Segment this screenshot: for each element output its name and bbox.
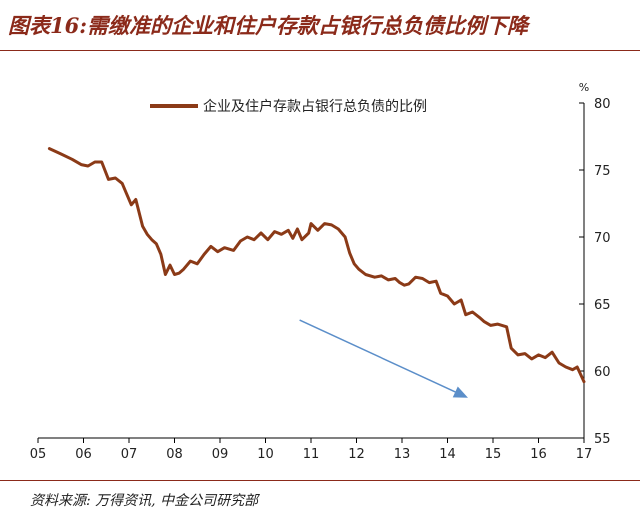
trend-arrow-line (299, 319, 456, 393)
chart-annotations (299, 319, 468, 398)
y-tick-label: 80 (594, 97, 611, 112)
x-tick-label: 14 (439, 447, 456, 462)
y-tick-label: 55 (594, 432, 611, 447)
legend-label: 企业及住户存款占银行总负债的比例 (203, 98, 427, 115)
chart-series (47, 147, 586, 384)
y-tick-label: 65 (594, 298, 611, 313)
x-tick-label: 16 (530, 447, 547, 462)
trend-arrow-head (452, 386, 468, 398)
x-tick-label: 12 (348, 447, 365, 462)
x-tick-label: 05 (30, 447, 47, 462)
x-tick-label: 10 (257, 447, 274, 462)
line-chart: 05 06 07 08 09 10 11 12 13 14 15 16 17556065707580% … (30, 81, 611, 462)
chart-title: 图表16:需缴准的企业和住户存款占银行总负债比例下降 (8, 13, 528, 38)
series-line (47, 147, 586, 384)
chart-legend: 企业及住户存款占银行总负债的比例 (150, 98, 427, 115)
x-tick-label: 08 (166, 447, 183, 462)
y-axis-unit: % (579, 81, 589, 94)
x-tick-label: 09 (212, 447, 229, 462)
source-note: 资料来源: 万得资讯, 中金公司研究部 (30, 493, 259, 509)
x-tick-label: 13 (394, 447, 411, 462)
source-divider (0, 480, 640, 481)
title-divider (0, 50, 640, 51)
y-tick-label: 60 (594, 365, 611, 380)
x-tick-label: 11 (303, 447, 320, 462)
y-tick-label: 70 (594, 231, 611, 246)
x-tick-label: 17 (576, 447, 593, 462)
x-tick-label: 06 (75, 447, 92, 462)
x-tick-label: 15 (485, 447, 502, 462)
x-tick-label: 07 (121, 447, 138, 462)
y-tick-label: 75 (594, 164, 611, 179)
